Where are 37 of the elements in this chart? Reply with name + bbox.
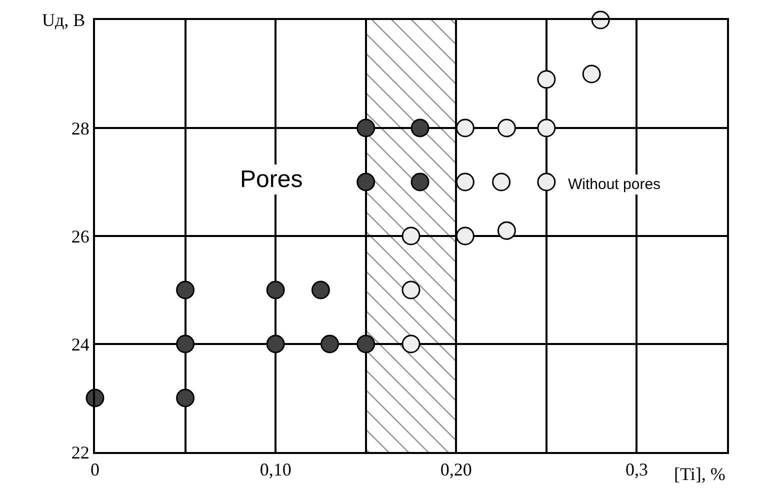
point (492, 172, 511, 192)
point (402, 226, 420, 246)
point (410, 118, 430, 138)
point (356, 118, 376, 138)
point (582, 64, 601, 84)
y-axis-title: Uд, B (42, 10, 86, 30)
annotation: Pores (240, 166, 303, 193)
x-tick-label: 0,10 (260, 460, 292, 480)
point (537, 118, 556, 138)
point (456, 172, 474, 192)
point (356, 334, 376, 354)
point (402, 280, 420, 300)
point (176, 388, 195, 408)
point (176, 334, 195, 354)
x-tick-label: 0,3 (625, 460, 648, 480)
point (456, 226, 474, 246)
point (320, 334, 339, 354)
y-tick-label: 28 (71, 118, 90, 138)
x-tick-label: 0 (90, 460, 100, 480)
point (402, 334, 420, 354)
point (456, 118, 474, 138)
x-tick-label: 0,20 (440, 460, 472, 480)
point (311, 280, 330, 300)
point (266, 334, 285, 354)
point (176, 280, 195, 300)
point (356, 172, 376, 192)
point (497, 221, 516, 240)
y-tick-label: 24 (71, 334, 90, 354)
annotation: Without pores (568, 176, 661, 193)
y-tick-label: 26 (71, 226, 90, 246)
point (410, 172, 430, 192)
point (537, 70, 556, 89)
point (537, 172, 556, 192)
y-tick-label: 22 (71, 442, 90, 462)
point (266, 280, 285, 300)
point (497, 118, 516, 138)
x-axis-title: [Ti], % (674, 464, 726, 484)
